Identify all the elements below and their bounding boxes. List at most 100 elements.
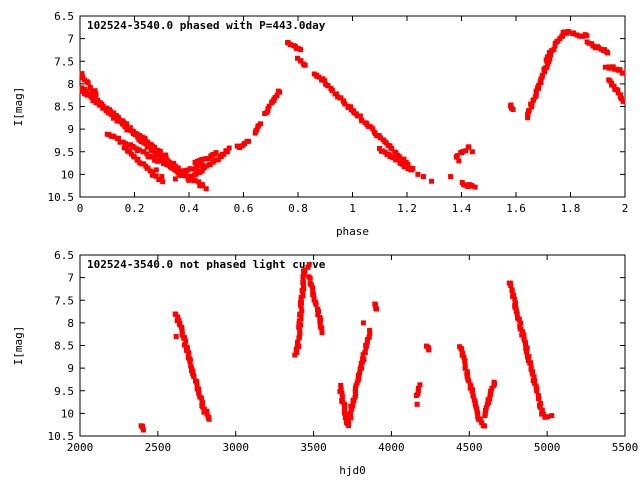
data-point	[370, 126, 376, 132]
data-point	[491, 379, 497, 385]
data-point	[539, 72, 545, 78]
data-point	[410, 166, 416, 171]
data-point	[466, 144, 472, 150]
data-point	[546, 59, 552, 65]
x-tick-label: 3000	[222, 441, 249, 454]
data-point	[187, 359, 193, 365]
data-point	[354, 113, 360, 119]
data-point	[115, 115, 121, 120]
data-point	[142, 135, 148, 141]
data-point	[186, 351, 192, 357]
x-tick-label: 0.8	[288, 202, 308, 215]
data-point	[313, 302, 319, 307]
data-point	[194, 380, 200, 386]
data-point	[529, 371, 535, 377]
data-point	[352, 388, 358, 394]
x-tick-label: 3500	[300, 441, 327, 454]
data-point	[545, 414, 551, 420]
data-point	[301, 286, 307, 292]
x-tick-label: 2000	[67, 441, 94, 454]
data-point	[181, 335, 187, 341]
data-point	[157, 154, 163, 160]
data-point	[544, 64, 550, 70]
data-point	[393, 157, 399, 163]
x-tick-label: 1	[349, 202, 356, 215]
data-point	[277, 89, 283, 95]
data-point	[179, 326, 185, 332]
data-point	[297, 330, 303, 336]
data-point	[117, 139, 123, 145]
data-point	[448, 174, 454, 180]
y-tick-label: 9	[67, 362, 74, 375]
data-point	[317, 319, 323, 325]
y-tick-label: 10	[61, 168, 74, 181]
y-tick-label: 10.5	[48, 430, 75, 443]
data-point	[151, 154, 157, 160]
data-point	[293, 45, 299, 51]
data-point	[415, 171, 421, 177]
data-point	[79, 71, 85, 77]
data-point	[149, 153, 154, 159]
data-point	[460, 148, 466, 154]
data-point	[121, 120, 127, 126]
data-point	[393, 150, 399, 156]
data-point	[524, 349, 530, 355]
data-point	[116, 135, 121, 141]
data-point	[90, 98, 96, 104]
data-point	[367, 331, 373, 337]
data-point	[145, 144, 151, 150]
x-tick-label: 1.6	[506, 202, 526, 215]
data-point	[531, 97, 537, 103]
data-point	[429, 178, 434, 184]
data-point	[339, 390, 345, 396]
data-point	[456, 158, 462, 164]
x-tick-label: 0.2	[125, 202, 145, 215]
data-point	[173, 311, 179, 317]
data-point	[316, 74, 322, 80]
data-point	[173, 334, 179, 339]
data-point	[338, 95, 344, 101]
data-point	[152, 144, 158, 150]
data-point	[144, 151, 150, 157]
y-tick-label: 7.5	[54, 294, 74, 307]
data-point	[134, 131, 140, 137]
y-tick-label: 8	[67, 317, 74, 330]
data-point	[157, 150, 163, 156]
data-point	[221, 151, 227, 157]
data-point	[274, 93, 280, 98]
y-tick-label: 6.5	[54, 10, 74, 23]
data-point	[542, 414, 548, 420]
data-point	[295, 339, 301, 345]
data-point	[470, 393, 476, 399]
data-point	[552, 43, 558, 49]
data-point	[357, 113, 363, 119]
data-point	[168, 163, 174, 169]
data-point	[359, 118, 365, 124]
data-point	[140, 427, 146, 433]
data-point	[485, 397, 491, 403]
data-point	[207, 162, 213, 167]
data-point	[191, 374, 197, 379]
data-point	[510, 293, 516, 299]
data-point	[153, 173, 159, 179]
data-point	[88, 92, 94, 98]
data-point	[179, 171, 185, 177]
data-point	[338, 382, 344, 388]
data-point	[611, 83, 617, 89]
y-tick-label: 10.5	[48, 191, 75, 204]
data-point	[152, 157, 158, 163]
data-point	[374, 306, 380, 312]
data-point	[426, 347, 432, 353]
data-point	[525, 111, 531, 117]
x-tick-label: 5500	[612, 441, 639, 454]
data-point	[183, 338, 189, 344]
data-point	[508, 283, 514, 289]
data-point	[532, 380, 538, 386]
data-point	[359, 365, 365, 371]
data-point	[620, 70, 626, 76]
data-point	[488, 391, 494, 397]
y-tick-label: 10	[61, 407, 74, 420]
data-point	[353, 392, 358, 398]
data-point	[158, 158, 164, 164]
data-point	[246, 138, 252, 144]
